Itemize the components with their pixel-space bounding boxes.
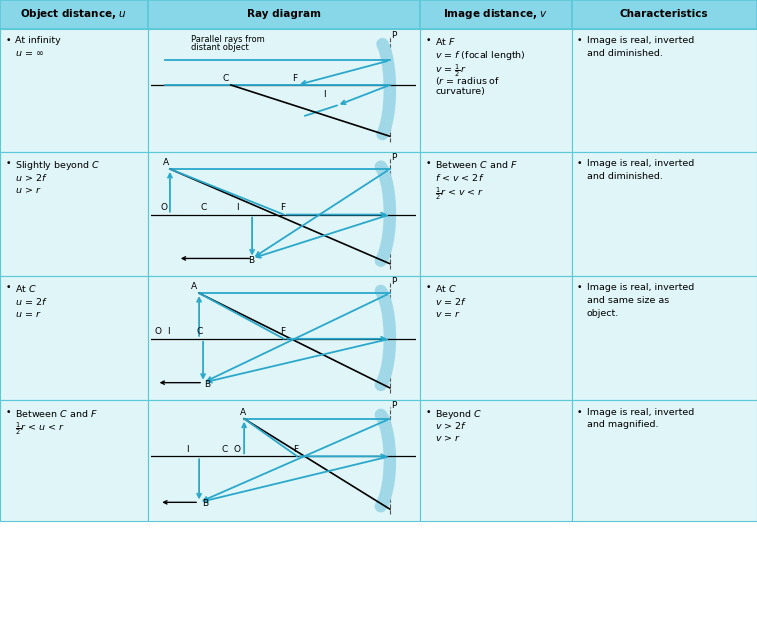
Text: $v$ = $r$: $v$ = $r$ [435,309,461,319]
Text: •: • [425,36,431,45]
Bar [572,400,757,521]
Text: At $C$: At $C$ [15,283,37,294]
Bar [0,29,148,152]
Text: •: • [577,283,582,292]
Text: and same size as: and same size as [587,296,669,305]
Bar [0,400,148,521]
Text: •: • [425,159,431,168]
Text: I: I [324,90,326,99]
Text: and diminished.: and diminished. [587,49,662,58]
Text: $u$ = $r$: $u$ = $r$ [15,309,42,319]
Text: Between $C$ and $F$: Between $C$ and $F$ [15,408,98,419]
Text: ($r$ = radius of: ($r$ = radius of [435,75,500,87]
Bar [0,152,148,276]
Bar [420,276,572,400]
Text: F: F [280,203,285,212]
Bar [0,0,148,29]
Text: $v$ > $r$: $v$ > $r$ [435,433,461,443]
Text: Object distance, $u$: Object distance, $u$ [20,8,127,21]
Text: A: A [240,408,246,417]
Text: At $C$: At $C$ [435,283,457,294]
Text: •: • [5,408,11,417]
Text: P: P [391,31,397,40]
Text: •: • [577,159,582,168]
Text: Image is real, inverted: Image is real, inverted [587,36,694,45]
Text: I: I [167,327,170,336]
Text: O: O [154,327,161,336]
Text: •: • [577,36,582,45]
Text: Image is real, inverted: Image is real, inverted [587,159,694,168]
Text: $u$ = 2$f$: $u$ = 2$f$ [15,296,48,307]
Bar [148,400,420,521]
Text: Beyond $C$: Beyond $C$ [435,408,483,420]
Text: $u$ = ∞: $u$ = ∞ [15,49,44,58]
Text: Image distance, $v$: Image distance, $v$ [443,8,549,21]
Text: I: I [186,445,188,454]
Text: $f$ < $v$ < 2$f$: $f$ < $v$ < 2$f$ [435,172,484,183]
Text: Slightly beyond $C$: Slightly beyond $C$ [15,159,101,172]
Text: P: P [391,153,397,162]
Text: At infinity: At infinity [15,36,61,45]
Bar [148,0,420,29]
Text: P: P [391,401,397,410]
Text: C: C [222,445,228,454]
Text: Between $C$ and $F$: Between $C$ and $F$ [435,159,518,170]
Text: distant object: distant object [191,43,249,52]
Text: Parallel rays from: Parallel rays from [191,35,265,44]
Bar [148,276,420,400]
Text: O: O [160,203,167,212]
Bar [148,152,420,276]
Bar [572,29,757,152]
Text: F: F [280,327,285,336]
Text: •: • [577,408,582,417]
Bar [148,29,420,152]
Text: $u$ > 2$f$: $u$ > 2$f$ [15,172,48,183]
Text: P: P [391,277,397,286]
Bar [572,276,757,400]
Text: A: A [191,282,198,292]
Text: Characteristics: Characteristics [620,10,709,19]
Text: C: C [201,203,207,212]
Text: •: • [425,408,431,417]
Bar [572,152,757,276]
Text: Ray diagram: Ray diagram [247,10,321,19]
Bar [420,400,572,521]
Text: •: • [425,283,431,292]
Text: A: A [164,158,170,168]
Text: F: F [292,74,297,83]
Text: $\frac{1}{2}$$r$ < $v$ < $r$: $\frac{1}{2}$$r$ < $v$ < $r$ [435,185,484,202]
Text: $\frac{1}{2}$$r$ < $u$ < $r$: $\frac{1}{2}$$r$ < $u$ < $r$ [15,420,65,438]
Text: $v$ = $f$ (focal length): $v$ = $f$ (focal length) [435,49,526,62]
Text: •: • [5,36,11,45]
Text: C: C [197,327,203,336]
Text: At $F$: At $F$ [435,36,456,47]
Text: object.: object. [587,309,619,318]
Text: $v$ = $\frac{1}{2}$$r$: $v$ = $\frac{1}{2}$$r$ [435,62,467,79]
Text: Image is real, inverted: Image is real, inverted [587,283,694,292]
Text: O: O [233,445,241,454]
Bar [0,276,148,400]
Text: F: F [293,445,298,454]
Text: C: C [223,74,229,83]
Text: curvature): curvature) [435,87,485,96]
Text: Image is real, inverted: Image is real, inverted [587,408,694,417]
Text: $v$ > 2$f$: $v$ > 2$f$ [435,420,468,431]
Text: and diminished.: and diminished. [587,172,662,181]
Text: B: B [248,255,254,264]
Text: $u$ > $r$: $u$ > $r$ [15,185,42,195]
Text: B: B [204,380,210,389]
Bar [420,0,572,29]
Bar [420,29,572,152]
Text: I: I [236,203,238,212]
Bar [572,0,757,29]
Text: B: B [201,499,208,508]
Text: •: • [5,283,11,292]
Text: and magnified.: and magnified. [587,420,658,429]
Bar [420,152,572,276]
Text: •: • [5,159,11,168]
Text: $v$ = 2$f$: $v$ = 2$f$ [435,296,468,307]
